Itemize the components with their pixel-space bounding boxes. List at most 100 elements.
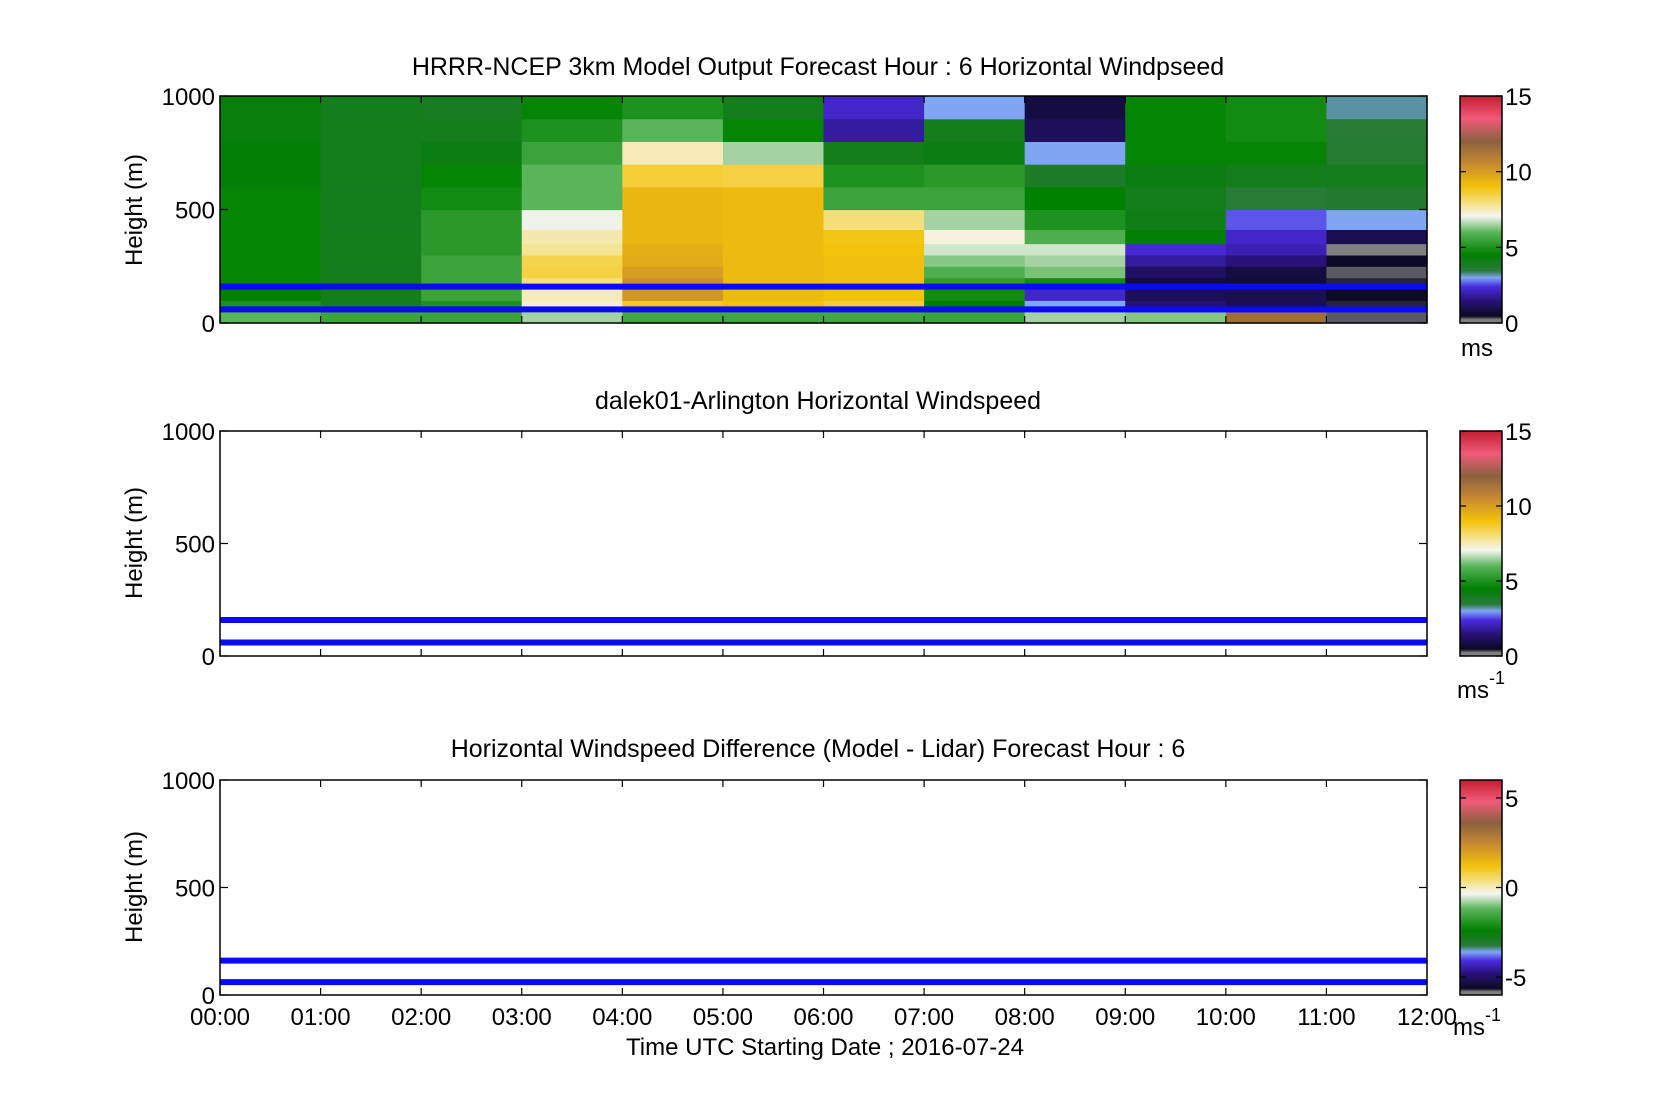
heatmap-cell <box>1326 209 1428 230</box>
heatmap-cell <box>722 254 825 267</box>
heatmap-cell <box>924 254 1026 267</box>
reference-lines <box>220 957 1427 986</box>
y-axis: 0 500 1000 <box>162 419 1427 671</box>
heatmap-cell <box>823 288 925 301</box>
heatmap-cells <box>220 96 1428 324</box>
panel-lidar: dalek01-Arlington Horizontal Windspeed 0… <box>121 387 1532 704</box>
heatmap-cell <box>1024 288 1126 301</box>
heatmap-cell <box>1125 311 1227 324</box>
heatmap-cell <box>220 164 322 188</box>
heatmap-cell <box>320 243 422 256</box>
heatmap-cell <box>823 141 925 165</box>
colorbar-ticks: 0 5 10 15 <box>1460 84 1532 338</box>
chart-title: HRRR-NCEP 3km Model Output Forecast Hour… <box>412 53 1224 81</box>
heatmap-cell <box>1125 96 1227 120</box>
heatmap-cell <box>421 186 523 211</box>
heatmap-cell <box>722 229 825 245</box>
colorbar-tick-label: 15 <box>1505 84 1532 111</box>
heatmap-cell <box>1326 141 1428 165</box>
heatmap-cell <box>421 118 523 142</box>
heatmap-cell <box>1125 266 1227 279</box>
heatmap-cell <box>924 209 1026 230</box>
heatmap-cell <box>220 311 322 324</box>
x-tick-label: 01:00 <box>291 1004 351 1031</box>
panel-difference: Horizontal Windspeed Difference (Model -… <box>121 735 1526 1061</box>
x-tick-label: 10:00 <box>1196 1004 1256 1031</box>
heatmap-cell <box>924 141 1026 165</box>
heatmap-cell <box>1125 288 1227 301</box>
heatmap-cell <box>1125 141 1227 165</box>
y-axis: 0 500 1000 <box>162 84 1427 338</box>
heatmap-cell <box>924 229 1026 245</box>
heatmap-cell <box>823 118 925 142</box>
colorbar-tick-label: 5 <box>1505 786 1518 813</box>
x-tick-label: 12:00 <box>1397 1004 1457 1031</box>
heatmap-cell <box>1125 118 1227 142</box>
heatmap-cell <box>220 277 322 290</box>
heatmap-cell <box>521 288 623 301</box>
heatmap-cell <box>220 96 322 120</box>
heatmap-cell <box>722 266 825 279</box>
y-axis-label: Height (m) <box>121 154 148 266</box>
heatmap-cell <box>622 266 724 279</box>
heatmap-cell <box>722 164 825 188</box>
heatmap-cell <box>220 300 322 313</box>
heatmap-cell <box>1225 96 1328 120</box>
heatmap-cell <box>1326 300 1428 313</box>
x-tick-label: 02:00 <box>391 1004 451 1031</box>
colorbar-tick-label: 10 <box>1505 494 1532 521</box>
chart-title: dalek01-Arlington Horizontal Windspeed <box>595 387 1041 415</box>
heatmap-cell <box>622 96 724 120</box>
heatmap-cell <box>924 164 1026 188</box>
heatmap-cell <box>622 288 724 301</box>
heatmap-cell <box>924 243 1026 256</box>
colorbar <box>1459 430 1503 657</box>
x-ticks <box>219 96 1428 323</box>
x-ticks <box>219 431 1428 656</box>
heatmap-cell <box>924 186 1026 211</box>
heatmap-cell <box>1225 118 1328 142</box>
heatmap-cell <box>622 254 724 267</box>
heatmap-cell <box>1024 164 1126 188</box>
heatmap-cell <box>220 243 322 256</box>
heatmap-cell <box>823 254 925 267</box>
x-tick-label: 09:00 <box>1095 1004 1155 1031</box>
heatmap-cell <box>823 164 925 188</box>
y-tick-label: 0 <box>202 983 215 1010</box>
heatmap-cell <box>1024 141 1126 165</box>
heatmap-cell <box>1326 229 1428 245</box>
y-axis-label: Height (m) <box>121 831 148 943</box>
heatmap-cell <box>622 243 724 256</box>
heatmap-cell <box>924 118 1026 142</box>
heatmap-cell <box>421 229 523 245</box>
y-tick-label: 1000 <box>162 419 215 446</box>
heatmap-cell <box>622 311 724 324</box>
heatmap-cell <box>924 266 1026 279</box>
heatmap-cell <box>521 266 623 279</box>
heatmap-cell <box>1326 288 1428 301</box>
heatmap-cell <box>220 266 322 279</box>
chart-title: Horizontal Windspeed Difference (Model -… <box>451 735 1186 763</box>
y-tick-label: 0 <box>202 311 215 338</box>
heatmap-cell <box>521 254 623 267</box>
heatmap-cell <box>220 254 322 267</box>
heatmap-cell <box>320 186 422 211</box>
heatmap-cell <box>924 96 1026 120</box>
panel-model: HRRR-NCEP 3km Model Output Forecast Hour… <box>121 53 1532 362</box>
x-tick-label: 03:00 <box>492 1004 552 1031</box>
heatmap-cell <box>1225 164 1328 188</box>
heatmap-cell <box>924 300 1026 313</box>
heatmap-cell <box>823 186 925 211</box>
heatmap-cell <box>622 164 724 188</box>
heatmap-cell <box>722 277 825 290</box>
heatmap-cell <box>421 209 523 230</box>
heatmap-cell <box>1024 209 1126 230</box>
heatmap-cell <box>521 141 623 165</box>
heatmap-cell <box>320 96 422 120</box>
heatmap-cell <box>1125 243 1227 256</box>
heatmap-cell <box>421 243 523 256</box>
x-axis-label: Time UTC Starting Date ; 2016-07-24 <box>626 1034 1024 1061</box>
heatmap-cell <box>1225 243 1328 256</box>
heatmap-cell <box>421 266 523 279</box>
x-tick-label: 06:00 <box>793 1004 853 1031</box>
